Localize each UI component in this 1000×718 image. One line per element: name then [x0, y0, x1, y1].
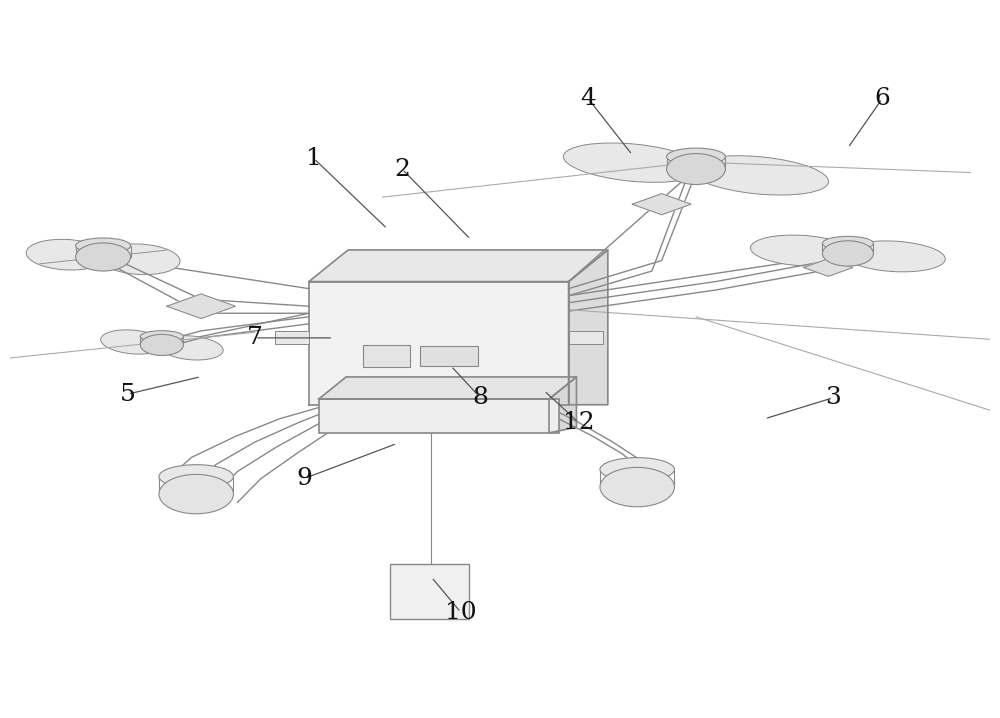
Ellipse shape	[76, 243, 131, 271]
Text: 12: 12	[563, 411, 594, 434]
Text: 8: 8	[472, 386, 488, 409]
Ellipse shape	[843, 241, 945, 272]
Ellipse shape	[159, 336, 223, 360]
Ellipse shape	[822, 236, 873, 251]
Text: 9: 9	[296, 467, 312, 490]
Ellipse shape	[822, 241, 873, 266]
Ellipse shape	[159, 475, 233, 514]
Text: 4: 4	[580, 87, 596, 110]
Ellipse shape	[600, 467, 674, 507]
Ellipse shape	[76, 238, 131, 253]
Polygon shape	[632, 194, 691, 215]
Text: 7: 7	[247, 327, 263, 350]
Bar	[275, 331, 309, 343]
Polygon shape	[309, 281, 569, 405]
Polygon shape	[167, 294, 235, 319]
Text: 1: 1	[306, 147, 322, 170]
Ellipse shape	[750, 235, 853, 266]
Ellipse shape	[667, 148, 725, 165]
Ellipse shape	[159, 465, 233, 488]
Text: 5: 5	[120, 383, 136, 406]
Ellipse shape	[600, 457, 674, 481]
Text: 10: 10	[445, 601, 477, 624]
Text: 2: 2	[394, 157, 410, 180]
Ellipse shape	[140, 331, 183, 342]
Ellipse shape	[26, 239, 107, 270]
Polygon shape	[804, 258, 853, 276]
Polygon shape	[309, 250, 608, 281]
Ellipse shape	[140, 335, 183, 355]
Bar	[363, 345, 410, 368]
Ellipse shape	[99, 244, 180, 274]
Ellipse shape	[101, 330, 165, 354]
Bar	[569, 331, 603, 343]
Text: 3: 3	[825, 386, 841, 409]
Ellipse shape	[690, 156, 829, 195]
Polygon shape	[549, 377, 576, 433]
Bar	[319, 399, 559, 433]
Polygon shape	[569, 250, 608, 405]
Text: 6: 6	[874, 87, 890, 110]
Polygon shape	[319, 377, 576, 399]
Ellipse shape	[563, 143, 702, 182]
Ellipse shape	[667, 154, 725, 185]
Bar	[390, 564, 469, 620]
Bar	[420, 346, 478, 366]
